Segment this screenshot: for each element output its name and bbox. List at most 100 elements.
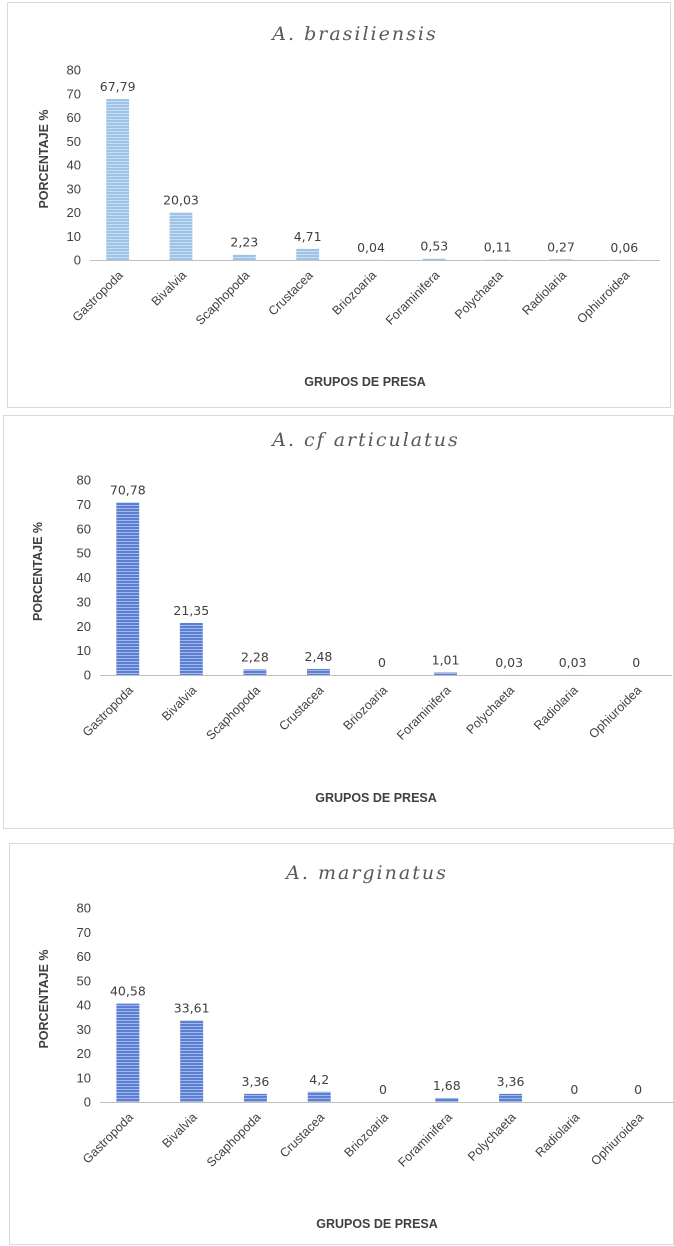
bar-scaphopoda xyxy=(243,669,266,675)
data-label-bivalvia: 20,03 xyxy=(163,192,199,207)
data-label-ophiuroidea: 0 xyxy=(632,655,640,670)
chart-title: A. brasiliensis xyxy=(270,23,437,45)
bar-gastropoda xyxy=(106,99,129,260)
category-label-bivalvia: Bivalvia xyxy=(149,268,189,308)
bar-chart-a-marginatus: A. marginatus01020304050607080PORCENTAJE… xyxy=(10,844,674,1246)
data-label-scaphopoda: 3,36 xyxy=(242,1074,270,1089)
category-label-briozoaria: Briozoaria xyxy=(340,683,390,733)
category-label-foraminifera: Foraminifera xyxy=(394,683,454,743)
y-tick-label: 80 xyxy=(67,63,81,78)
bar-scaphopoda xyxy=(244,1094,267,1102)
data-label-foraminifera: 0,53 xyxy=(420,239,448,254)
y-tick-label: 20 xyxy=(77,1046,91,1061)
category-label-foraminifera: Foraminifera xyxy=(383,268,443,328)
y-tick-label: 10 xyxy=(77,1070,91,1085)
y-tick-label: 70 xyxy=(67,86,81,101)
data-label-bivalvia: 33,61 xyxy=(174,1000,210,1015)
y-tick-label: 60 xyxy=(67,110,81,125)
data-label-radiolaria: 0,27 xyxy=(547,239,575,254)
y-tick-label: 50 xyxy=(77,973,91,988)
data-label-ophiuroidea: 0,06 xyxy=(610,240,638,255)
data-label-foraminifera: 1,01 xyxy=(432,653,460,668)
category-label-radiolaria: Radiolaria xyxy=(519,268,569,318)
y-tick-label: 50 xyxy=(77,546,91,561)
y-tick-label: 80 xyxy=(77,901,91,916)
category-label-scaphopoda: Scaphopoda xyxy=(203,683,263,743)
category-label-briozoaria: Briozoaria xyxy=(341,1110,391,1160)
y-tick-label: 70 xyxy=(77,497,91,512)
category-label-radiolaria: Radiolaria xyxy=(533,1110,583,1160)
y-tick-label: 0 xyxy=(84,668,91,683)
y-tick-label: 60 xyxy=(77,949,91,964)
y-tick-label: 10 xyxy=(77,643,91,658)
bar-chart-a-cf-articulatus: A. cf articulatus01020304050607080PORCEN… xyxy=(4,416,674,830)
y-axis-label: PORCENTAJE % xyxy=(37,949,51,1048)
chart-title: A. marginatus xyxy=(284,862,448,884)
data-label-polychaeta: 0,03 xyxy=(495,655,523,670)
y-tick-label: 40 xyxy=(77,998,91,1013)
data-label-bivalvia: 21,35 xyxy=(173,603,209,618)
data-label-briozoaria: 0,04 xyxy=(357,240,385,255)
category-label-ophiuroidea: Ophiuroidea xyxy=(574,268,632,326)
bar-crustacea xyxy=(307,669,330,675)
data-label-scaphopoda: 2,28 xyxy=(241,649,269,664)
data-label-radiolaria: 0 xyxy=(570,1082,578,1097)
y-tick-label: 0 xyxy=(74,253,81,268)
data-label-ophiuroidea: 0 xyxy=(634,1082,642,1097)
category-label-gastropoda: Gastropoda xyxy=(80,683,136,739)
bar-foraminifera xyxy=(435,1098,458,1102)
data-label-gastropoda: 67,79 xyxy=(100,79,136,94)
bar-bivalvia xyxy=(170,212,193,260)
y-tick-label: 0 xyxy=(84,1095,91,1110)
data-label-gastropoda: 70,78 xyxy=(110,482,146,497)
chart-title: A. cf articulatus xyxy=(270,429,460,451)
category-label-bivalvia: Bivalvia xyxy=(159,1110,199,1150)
bar-bivalvia xyxy=(180,1020,203,1102)
category-label-crustacea: Crustacea xyxy=(266,268,316,318)
bar-bivalvia xyxy=(180,623,203,675)
category-label-scaphopoda: Scaphopoda xyxy=(193,268,253,328)
y-tick-label: 50 xyxy=(67,134,81,149)
y-axis-label: PORCENTAJE % xyxy=(31,522,45,621)
y-tick-label: 30 xyxy=(67,181,81,196)
x-axis-label: GRUPOS DE PRESA xyxy=(315,791,437,805)
data-label-briozoaria: 0 xyxy=(379,1082,387,1097)
data-label-radiolaria: 0,03 xyxy=(559,655,587,670)
y-tick-label: 30 xyxy=(77,594,91,609)
category-label-crustacea: Crustacea xyxy=(277,1110,327,1160)
category-label-ophiuroidea: Ophiuroidea xyxy=(586,683,644,741)
x-axis-label: GRUPOS DE PRESA xyxy=(304,375,426,389)
data-label-crustacea: 4,2 xyxy=(309,1072,329,1087)
bar-crustacea xyxy=(308,1092,331,1102)
category-label-foraminifera: Foraminifera xyxy=(395,1110,455,1170)
y-tick-label: 10 xyxy=(67,229,81,244)
data-label-polychaeta: 3,36 xyxy=(497,1074,525,1089)
bar-foraminifera xyxy=(434,673,457,675)
data-label-crustacea: 4,71 xyxy=(294,229,322,244)
y-tick-label: 80 xyxy=(77,473,91,488)
category-label-polychaeta: Polychaeta xyxy=(464,683,518,737)
data-label-foraminifera: 1,68 xyxy=(433,1078,461,1093)
category-label-gastropoda: Gastropoda xyxy=(70,268,126,324)
category-label-gastropoda: Gastropoda xyxy=(80,1110,136,1166)
bar-gastropoda xyxy=(116,1004,139,1102)
y-tick-label: 40 xyxy=(77,570,91,585)
category-label-scaphopoda: Scaphopoda xyxy=(204,1110,264,1170)
data-label-crustacea: 2,48 xyxy=(305,649,333,664)
category-label-polychaeta: Polychaeta xyxy=(452,268,506,322)
bar-scaphopoda xyxy=(233,255,256,260)
category-label-crustacea: Crustacea xyxy=(276,683,326,733)
category-label-briozoaria: Briozoaria xyxy=(329,268,379,318)
category-label-bivalvia: Bivalvia xyxy=(159,683,199,723)
x-axis-label: GRUPOS DE PRESA xyxy=(316,1217,438,1231)
y-axis-label: PORCENTAJE % xyxy=(37,109,51,208)
bar-gastropoda xyxy=(116,502,139,675)
y-tick-label: 20 xyxy=(77,619,91,634)
data-label-polychaeta: 0,11 xyxy=(484,240,512,255)
category-label-ophiuroidea: Ophiuroidea xyxy=(588,1110,646,1168)
bar-crustacea xyxy=(296,249,319,260)
bar-polychaeta xyxy=(499,1094,522,1102)
